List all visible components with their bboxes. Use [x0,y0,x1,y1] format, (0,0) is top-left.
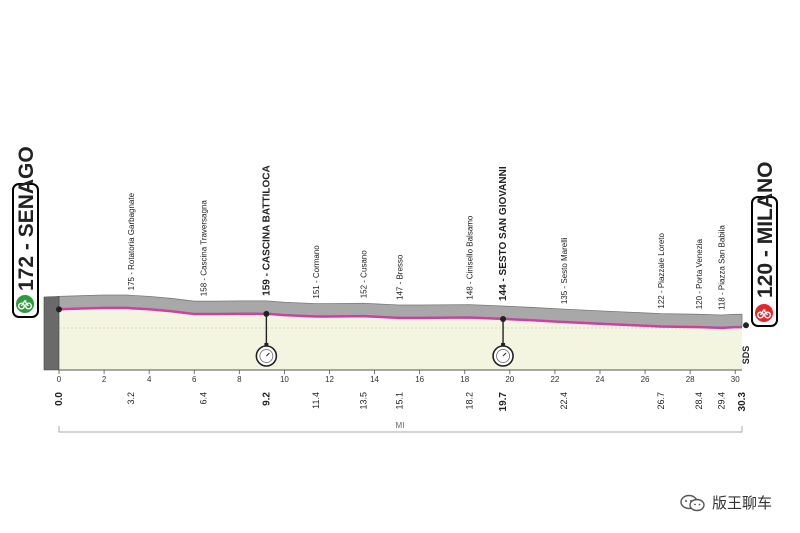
stopwatch-dial [496,349,510,363]
stopwatch-crown [264,343,269,346]
footer-watermark: 版王聊车 [680,492,772,513]
stopwatch-hand [502,352,507,357]
x-tick-label-1: 2 [102,375,107,384]
waypoint-distance-2: 6.4 [198,392,208,405]
x-tick-label-14: 28 [686,375,695,384]
x-tick-label-15: 30 [731,375,740,384]
finish-label: 120 - MILANO [754,161,777,298]
waypoint-label-4: 151 - Cormano [312,245,321,299]
waypoint-label-9: 135 - Sesto Marelli [560,237,569,304]
waypoint-label-5: 152 - Cusano [359,250,368,299]
route-line [58,306,742,330]
finish-badge: 120 - MILANO [751,161,778,327]
x-tick-label-12: 24 [596,375,605,384]
x-tick-label-3: 6 [192,375,197,384]
x-tick-label-5: 10 [280,375,289,384]
x-tick-label-6: 12 [325,375,334,384]
waypoint-label-10: 122 - Piazzale Loreto [657,232,666,308]
checkpoint-dot-0 [263,310,270,317]
finish-bike-icon [755,304,773,322]
x-tick-label-13: 26 [641,375,650,384]
waypoint-distance-1: 3.2 [126,392,136,405]
start-badge: 172 - SENAGO [12,146,39,318]
x-tick-label-7: 14 [370,375,379,384]
waypoint-label-7: 148 - Cinisello Balsamo [465,215,474,300]
x-tick-label-2: 4 [147,375,152,384]
stopwatch-crown [501,343,506,346]
waypoint-distance-6: 15.1 [394,392,404,410]
x-tick-label-11: 22 [550,375,559,384]
x-tick-label-4: 8 [237,375,242,384]
waypoint-distance-11: 28.4 [694,392,704,410]
start-label: 172 - SENAGO [15,146,38,291]
waypoint-label-12: 118 - Piazza San Babila [718,225,727,310]
waypoint-distance-0: 0.0 [54,392,65,406]
waypoint-distance-4: 11.4 [311,392,321,409]
waypoint-label-3: 159 - CASCINA BATTILOCA [261,165,272,296]
start-bike-icon [16,295,34,313]
checkpoint-dot-1 [500,316,507,323]
unit-bracket [58,426,743,433]
waypoint-label-1: 175 - Rotatoria Garbagnate [127,192,136,290]
waypoint-distance-3: 9.2 [261,392,272,406]
waypoint-distance-8: 19.7 [498,392,509,412]
waypoint-label-11: 120 - Porta Venezia [695,238,704,309]
finish-marker-label: SDS [741,346,751,365]
x-tick-label-8: 16 [415,375,424,384]
waypoint-label-8: 144 - SESTO SAN GIOVANNI [498,166,509,301]
x-tick-label-0: 0 [57,375,62,384]
chart-marks [56,306,749,433]
x-tick-label-9: 18 [460,375,469,384]
waypoint-distance-10: 26.7 [656,392,666,410]
terrain-area [43,294,743,371]
footer-brand: 版王聊车 [711,494,772,512]
waypoint-distance-7: 18.2 [464,392,474,410]
finish-dot [743,322,749,329]
x-tick-label-10: 20 [505,375,514,384]
start-dot [56,306,62,313]
wechat-icon [680,494,706,512]
stopwatch-hand [266,352,270,357]
waypoint-distance-9: 22.4 [559,392,569,410]
unit-label: MI [396,421,405,430]
waypoint-label-2: 158 - Cascina Traversagna [199,200,208,297]
waypoint-distance-12: 29.4 [717,392,727,410]
waypoint-distance-13: 30.3 [737,392,748,412]
waypoint-label-6: 147 - Bresso [395,254,404,300]
waypoint-distance-5: 13.5 [358,392,368,410]
stopwatch-dial [259,349,274,363]
